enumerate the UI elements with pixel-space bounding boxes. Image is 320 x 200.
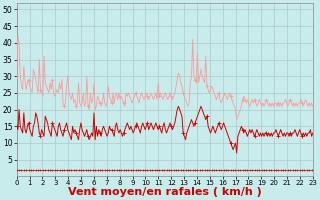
X-axis label: Vent moyen/en rafales ( km/h ): Vent moyen/en rafales ( km/h )	[68, 187, 262, 197]
